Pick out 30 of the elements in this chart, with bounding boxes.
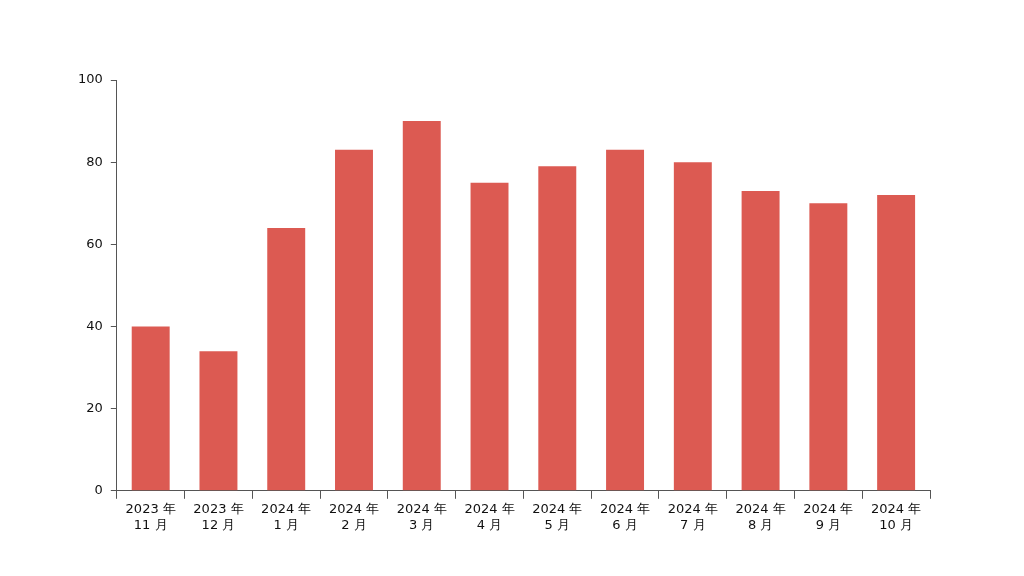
y-tick-label: 0 [94, 482, 103, 498]
x-tick-label: 2023 年 11 月 [125, 500, 176, 532]
x-tick-label: 2024 年 3 月 [396, 500, 447, 532]
y-tick-label: 100 [77, 71, 103, 87]
bar [199, 351, 238, 491]
bar [877, 195, 916, 491]
bar [402, 121, 441, 491]
y-tick-label: 40 [86, 317, 103, 333]
bar [538, 166, 577, 491]
bar [809, 203, 848, 491]
x-tick-label: 2023 年 12 月 [193, 500, 244, 532]
x-tick-label: 2024 年 6 月 [599, 500, 651, 532]
bar [470, 182, 509, 491]
x-tick-label: 2024 年 8 月 [735, 500, 786, 532]
y-tick-label: 60 [86, 235, 103, 251]
bar [267, 227, 306, 491]
x-tick-label: 2024 年 4 月 [464, 500, 515, 532]
x-tick-label: 2024 年 5 月 [532, 500, 583, 532]
bar [606, 149, 645, 491]
bar [741, 190, 780, 491]
y-tick-label: 20 [86, 400, 103, 416]
x-tick-label: 2024 年 10 月 [871, 500, 922, 532]
x-tick-label: 2024 年 2 月 [328, 500, 380, 532]
x-tick-label: 2024 年 7 月 [667, 500, 718, 532]
bar [335, 149, 373, 491]
x-tick-label: 2024 年 1 月 [261, 500, 312, 532]
bar [673, 162, 712, 491]
bar [131, 326, 170, 491]
x-tick-label: 2024 年 9 月 [803, 500, 854, 532]
y-tick-label: 80 [86, 153, 103, 169]
